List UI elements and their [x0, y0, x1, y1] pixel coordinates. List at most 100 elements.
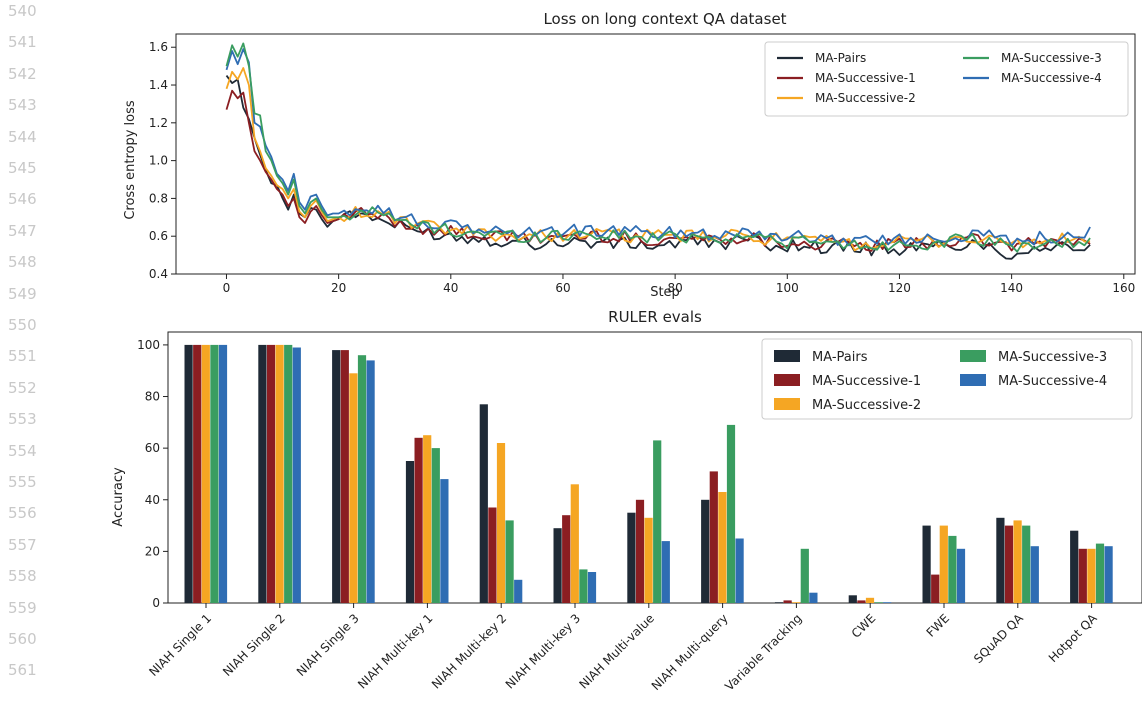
- bar: [857, 600, 866, 603]
- bar: [366, 360, 375, 603]
- bar: [184, 344, 193, 603]
- line-chart-plot-area: [175, 33, 1136, 275]
- line-number: 551: [8, 347, 37, 366]
- x-tick-label: Variable Tracking: [722, 611, 804, 693]
- legend-label: MA-Successive-2: [812, 398, 921, 413]
- bar-chart-title: RULER evals: [608, 308, 702, 326]
- bar: [996, 517, 1005, 603]
- bar: [210, 344, 219, 603]
- line-number: 548: [8, 253, 37, 272]
- bar: [931, 574, 940, 603]
- bar: [792, 602, 801, 603]
- bar: [661, 541, 670, 603]
- line-series: [225, 42, 1091, 253]
- x-tick-label: 40: [443, 281, 458, 295]
- legend-label: MA-Successive-1: [815, 71, 916, 85]
- legend-swatch: [774, 350, 800, 362]
- line-number: 552: [8, 378, 37, 397]
- y-tick-label: 0.4: [149, 267, 168, 281]
- y-tick-label: 0.8: [149, 191, 168, 205]
- bar: [774, 602, 784, 603]
- bar: [193, 344, 202, 603]
- bar: [1013, 520, 1022, 603]
- legend-box: [761, 338, 1133, 420]
- line-number: 553: [8, 410, 37, 429]
- ruler-bar-chart: RULER evals Accuracy 0 20 40 60 80 100 NIAH Si…: [111, 308, 1142, 694]
- line-chart-legend: MA-Pairs MA-Successive-1 MA-Successive-2 MA…: [764, 41, 1129, 117]
- bar: [332, 350, 341, 603]
- legend-swatch: [774, 374, 800, 386]
- bar: [848, 595, 857, 603]
- bar: [939, 525, 948, 603]
- bar: [735, 538, 744, 603]
- line-chart-xlabel: Step: [650, 285, 680, 300]
- legend-label: MA-Successive-1: [812, 374, 921, 389]
- line-number: 541: [8, 33, 37, 52]
- x-tick-label: 140: [1000, 281, 1023, 295]
- legend-swatch: [774, 398, 800, 410]
- line-number: 545: [8, 159, 37, 177]
- line-number: 559: [8, 598, 37, 617]
- bar: [431, 448, 440, 603]
- x-tick-label: 20: [331, 281, 346, 295]
- bar: [553, 528, 562, 603]
- y-tick-label: 1.4: [149, 78, 168, 92]
- line-number: 558: [8, 567, 37, 586]
- bar: [1030, 546, 1039, 603]
- y-tick-label: 1.2: [149, 116, 168, 130]
- bar: [800, 548, 809, 603]
- bar: [505, 520, 514, 603]
- loss-line-chart: Loss on long context QA dataset Step Cro…: [123, 10, 1136, 300]
- bar: [865, 597, 875, 603]
- x-tick-label: NIAH Single 2: [220, 611, 288, 679]
- legend-label: MA-Successive-4: [1001, 71, 1102, 85]
- legend-label: MA-Pairs: [812, 350, 868, 365]
- legend-swatch: [960, 374, 986, 386]
- y-tick-label: 20: [145, 544, 160, 558]
- bar: [414, 437, 423, 603]
- line-chart-ylabel: Cross entropy loss: [123, 100, 138, 220]
- bar: [423, 435, 432, 603]
- line-number: 540: [8, 2, 37, 20]
- bar: [653, 440, 662, 603]
- bar: [570, 484, 579, 603]
- bar: [440, 479, 449, 603]
- bar: [701, 499, 710, 603]
- bar: [266, 344, 276, 603]
- bar: [496, 443, 506, 603]
- x-tick-label: NIAH Multi-key 3: [503, 611, 583, 691]
- line-number: 557: [8, 535, 37, 554]
- bar: [284, 344, 293, 603]
- line-number: 546: [8, 190, 37, 209]
- y-tick-label: 100: [137, 338, 160, 352]
- bar: [883, 602, 892, 603]
- bar: [1070, 530, 1079, 603]
- line-number: 542: [8, 64, 37, 83]
- line-series: [225, 48, 1091, 247]
- bar: [1104, 546, 1113, 603]
- legend-label: MA-Successive-4: [998, 374, 1107, 389]
- bar: [627, 512, 636, 603]
- bar: [258, 344, 267, 603]
- bar-chart-legend: MA-Pairs MA-Successive-1 MA-Successive-2 MA…: [761, 338, 1133, 420]
- x-tick-label: 60: [555, 281, 570, 295]
- x-tick-label: NIAH Multi-key 1: [355, 611, 435, 691]
- line-number: 544: [8, 127, 37, 146]
- bar: [718, 492, 727, 603]
- bar-chart-ylabel: Accuracy: [111, 467, 126, 527]
- x-tick-label: FWE: [924, 611, 953, 640]
- line-number: 555: [8, 473, 37, 491]
- bar: [488, 507, 497, 603]
- x-tick-label: SQuAD QA: [971, 611, 1026, 666]
- bar: [709, 471, 718, 603]
- line-number: 556: [8, 504, 37, 523]
- line-chart-title: Loss on long context QA dataset: [543, 10, 786, 28]
- bar: [726, 424, 736, 603]
- x-tick-label: 160: [1112, 281, 1135, 295]
- legend-label: MA-Successive-3: [998, 350, 1107, 365]
- bar: [514, 579, 523, 603]
- line-number: 550: [8, 316, 37, 334]
- legend-label: MA-Pairs: [815, 51, 866, 65]
- y-tick-label: 0: [152, 596, 160, 610]
- legend-label: MA-Successive-3: [1001, 51, 1102, 65]
